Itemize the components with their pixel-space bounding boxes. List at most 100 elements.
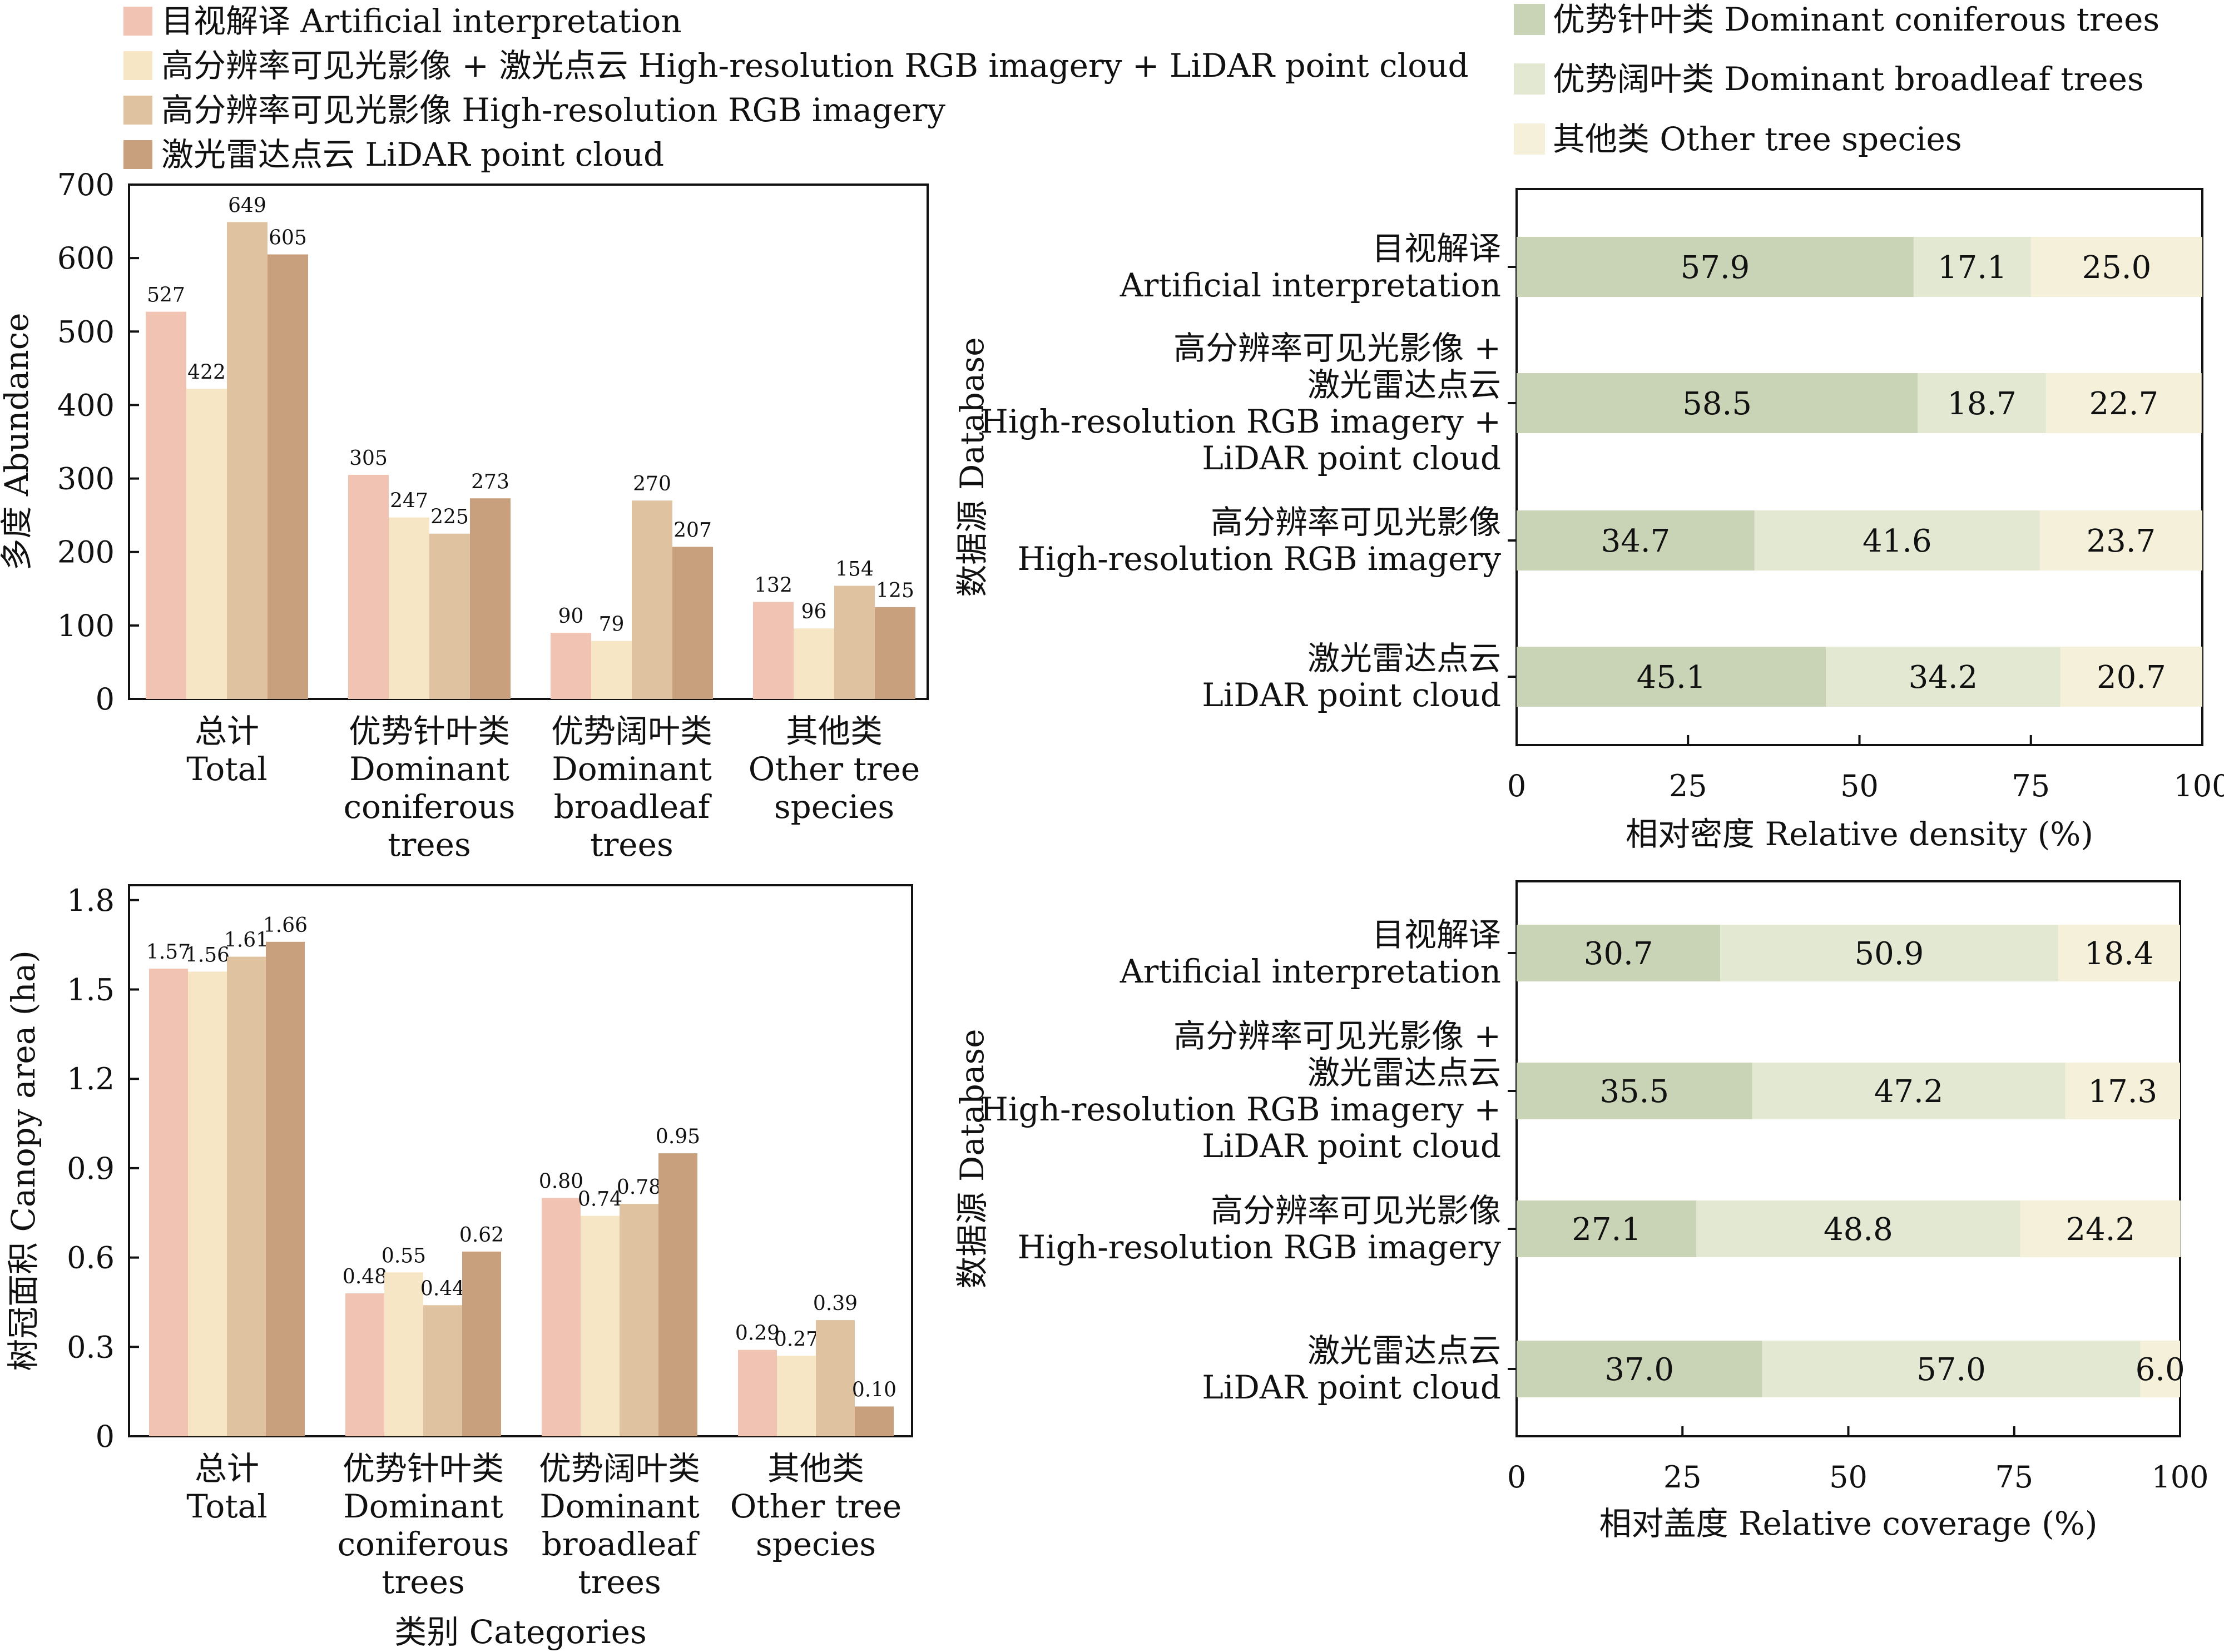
bar-label-1-2-1: 0.44 [420,1277,465,1300]
bar-0-2-3 [834,586,875,699]
bar-label-0-2-1: 225 [430,506,469,529]
y-tick-label-0-3: 300 [57,462,115,497]
bar-0-3-2 [672,547,713,699]
segment-label-2-1-1: 18.7 [1947,386,2017,422]
y-tick-label-0-6: 600 [57,241,115,276]
segment-label-3-3-0: 37.0 [1604,1352,1674,1388]
category-label-1-1-0: 优势针叶类 [343,1450,504,1487]
bar-label-1-3-2: 0.95 [656,1125,700,1148]
category-label-1-3-2: species [756,1525,876,1563]
bar-1-1-0 [188,971,227,1436]
segment-label-3-2-2: 24.2 [2066,1212,2135,1248]
db-label-3-0-1: Artificial interpretation [1120,952,1501,990]
y-axis-title-3: 数据源 Database [953,1029,991,1288]
db-label-3-2-0: 高分辨率可见光影像 [1211,1192,1501,1229]
x-tick-label-2-0: 0 [1507,768,1526,803]
bar-1-1-3 [777,1356,816,1436]
bar-label-1-0-1: 0.48 [343,1266,387,1288]
legend-label-1: 目视解译 Artificial interpretation [161,2,682,40]
category-label-0-0-1: Total [186,750,268,788]
segment-3-1-0 [1517,1063,1752,1119]
bar-label-1-1-3: 0.27 [774,1328,819,1351]
bar-0-1-3 [794,628,834,699]
type-legend-label-3: 其他类 Other tree species [1553,120,1962,158]
y-tick-label-0-4: 400 [57,388,115,423]
bar-0-2-2 [632,500,672,699]
db-label-3-1-1: 激光雷达点云 [1307,1054,1501,1092]
type-legend-label-1: 优势针叶类 Dominant coniferous trees [1553,1,2159,38]
bar-label-1-1-1: 0.55 [382,1244,426,1267]
segment-3-3-2 [2140,1341,2180,1397]
y-tick-label-0-2: 200 [57,535,115,570]
segment-3-0-0 [1517,925,1721,981]
legend-swatch-3 [123,96,152,125]
db-label-3-1-2: High-resolution RGB imagery + [980,1090,1501,1128]
category-label-1-2-0: 优势阔叶类 [539,1450,700,1487]
bar-label-1-1-2: 0.74 [578,1188,622,1211]
segment-3-2-0 [1517,1200,1697,1257]
segment-label-3-1-2: 17.3 [2088,1074,2157,1110]
x-axis-title-3: 相对盖度 Relative coverage (%) [1599,1505,2098,1542]
segment-label-2-2-0: 34.7 [1601,523,1671,559]
bar-0-3-0 [268,254,308,699]
category-label-1-0-1: Total [186,1487,268,1525]
y-tick-label-1-0: 0 [96,1419,115,1454]
segment-label-3-1-0: 35.5 [1599,1074,1669,1110]
bar-1-2-3 [816,1320,855,1436]
category-label-0-2-0: 优势阔叶类 [551,712,712,750]
bar-label-1-2-0: 1.61 [224,929,269,952]
plot-frame-0 [128,183,929,700]
y-tick-label-1-2: 0.6 [67,1241,115,1276]
bar-1-0-3 [738,1350,777,1436]
bar-label-0-1-3: 96 [801,601,827,623]
bar-1-3-3 [855,1406,894,1436]
segment-2-2-1 [1754,510,2040,570]
category-label-1-1-2: coniferous [338,1525,509,1563]
category-label-1-2-2: broadleaf [542,1525,700,1563]
category-label-0-2-3: trees [590,826,673,864]
x-axis-title-1: 类别 Categories [394,1613,646,1651]
segment-label-2-0-1: 17.1 [1938,250,2007,286]
bar-0-0-2 [551,633,591,699]
bar-label-1-2-2: 0.78 [617,1176,661,1199]
segment-2-2-2 [2039,510,2202,570]
y-tick-label-1-5: 1.5 [67,972,115,1007]
legend-swatch-2 [123,51,152,80]
category-label-1-2-1: Dominant [539,1487,700,1525]
bar-0-0-0 [146,311,186,699]
y-tick-label-1-6: 1.8 [67,883,115,918]
category-label-0-3-1: Other tree [749,750,920,788]
segment-2-1-2 [2045,373,2202,433]
bar-label-0-2-3: 154 [835,558,874,581]
segment-3-1-1 [1752,1063,2066,1119]
x-tick-label-3-1: 25 [1663,1460,1702,1495]
bar-1-2-0 [227,956,266,1436]
bar-label-0-2-2: 270 [633,473,671,495]
db-label-3-1-3: LiDAR point cloud [1202,1127,1501,1165]
x-tick-label-2-1: 25 [1669,768,1707,803]
segment-2-0-1 [1913,237,2031,297]
legend-label-2: 高分辨率可见光影像 + 激光点云 High-resolution RGB ima… [161,47,1469,85]
bar-label-0-0-0: 527 [147,284,185,307]
bar-label-0-3-3: 125 [876,579,914,602]
db-label-2-2-0: 高分辨率可见光影像 [1211,503,1501,541]
bar-label-0-3-1: 273 [471,470,509,493]
db-label-3-3-0: 激光雷达点云 [1307,1332,1501,1370]
db-label-3-1-0: 高分辨率可见光影像 + [1173,1017,1501,1055]
category-label-0-3-0: 其他类 [786,712,883,750]
segment-2-3-1 [1826,647,2060,707]
segment-label-3-0-1: 50.9 [1855,936,1924,972]
bar-0-1-0 [186,389,227,699]
category-label-1-0-0: 总计 [195,1450,259,1487]
category-label-0-1-3: trees [388,826,470,864]
segment-2-3-0 [1517,647,1826,707]
bar-label-1-3-3: 0.10 [852,1378,896,1401]
db-label-2-3-1: LiDAR point cloud [1202,676,1501,714]
category-label-0-1-2: coniferous [344,788,516,826]
db-label-2-1-2: High-resolution RGB imagery + [980,403,1501,440]
bar-0-0-3 [753,602,794,699]
y-tick-label-0-5: 500 [57,314,115,349]
x-tick-label-2-3: 75 [2012,768,2050,803]
segment-label-2-0-2: 25.0 [2082,250,2152,286]
segment-label-2-1-2: 22.7 [2089,386,2158,422]
